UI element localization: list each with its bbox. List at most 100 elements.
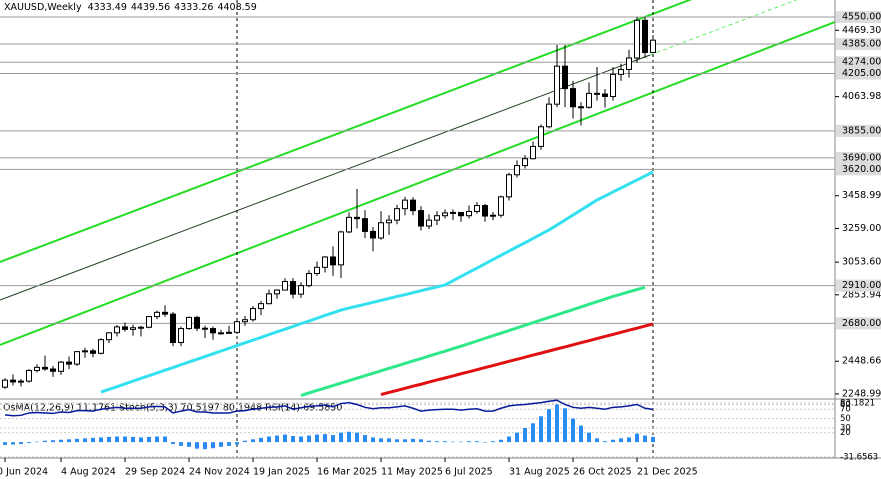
osma-bar [299,436,303,443]
candle-body [570,88,576,108]
candle-body [354,216,360,220]
high: 4439.56 [131,2,170,13]
level-label-box [836,279,881,292]
candle-body [522,158,528,167]
candle-body [530,145,536,160]
osma-bar [371,437,375,443]
y-tick-label: 3458.99 [842,190,881,201]
candle-body [450,211,456,214]
osma-bar [283,434,287,443]
candle-body [226,331,232,334]
osma-bar [291,436,295,443]
chart-title: XAUUSD,Weekly 4333.49 4439.56 4333.26 4408.5… [4,2,257,13]
level-label-box [836,67,881,80]
level-label: 4550.00 [842,12,881,23]
x-tick-label: 4 Aug 2024 [61,467,116,478]
osma-bar [187,442,191,447]
candle-body [122,326,128,330]
y-tick-label: 2853.94 [842,289,881,300]
indicator-label: OsMA(12,26,9) 11.1761 Stoch(5,3,3) 70.51… [3,403,342,414]
candle-body [66,361,72,365]
candle-body [458,211,464,217]
candle-body [562,65,568,90]
osma-bar [131,436,135,443]
candle-body [58,361,64,372]
osma-bar [411,438,415,443]
osma-bar [579,425,583,443]
osma-bar [155,436,159,443]
osma-bar [11,442,15,445]
y-tick-label: 2448.66 [842,356,881,367]
osma-bar [403,439,407,443]
candle-body [242,319,248,323]
osma-bar [347,431,351,443]
candle-body [130,327,136,330]
candle-body [194,316,200,329]
osma-bar [539,416,543,443]
moving-average [380,322,654,397]
candle-body [74,351,80,365]
candle-body [90,350,96,354]
osma-bar [459,441,463,443]
x-tick-label: 6 Jul 2025 [445,467,493,478]
level-label: 4385.00 [842,39,881,50]
osma-bar [451,441,455,443]
low: 4333.26 [174,2,213,13]
candle-body [250,308,256,321]
osma-bar [19,442,23,444]
candle-body [610,73,616,97]
level-label: 3620.00 [842,164,881,175]
candle-body [82,350,88,353]
level-label-box [836,163,881,176]
channel-line [0,20,835,346]
osma-bar [331,435,335,443]
osma-bar [435,441,439,443]
candle-body [106,332,112,341]
level-label-box [836,151,881,164]
osma-bar [195,442,199,449]
osma-bar [531,423,535,443]
osma-bar [139,437,143,443]
y-tick-label: 2248.99 [842,388,881,399]
level-label: 2680.00 [842,318,881,329]
osma-bar [219,442,223,447]
level-label-box [836,56,881,69]
level-label: 3690.00 [842,152,881,163]
osma-bar [363,435,367,443]
plot-area [0,16,835,397]
candle-body [442,212,448,217]
osma-bar [387,438,391,443]
candle-body [98,339,104,354]
level-label: 4205.00 [842,68,881,79]
candle-body [274,289,280,295]
osma-bar [491,441,495,443]
osma-bar [507,436,511,443]
candle-body [346,216,352,233]
candle-body [266,293,272,305]
x-tick-label: 24 Nov 2024 [189,467,250,478]
osma-bar [243,440,247,443]
osma-bar [523,428,527,443]
candle-body [26,369,32,382]
level-label-box [836,124,881,137]
osma-bar [619,438,623,443]
osma-bar [355,432,359,443]
x-tick-label: 16 Mar 2025 [317,467,377,478]
candle-body [186,316,192,330]
x-tick-label: 11 May 2025 [381,467,443,478]
candle-body [146,316,152,328]
candle-body [218,332,224,335]
level-label-box [836,317,881,330]
x-tick-label: 21 Dec 2025 [637,467,698,478]
osma-bar [515,432,519,443]
candle-body [50,368,56,372]
candle-body [362,218,368,232]
osma-bar [267,436,271,443]
osma-bar [43,440,47,443]
osma-bar [643,435,647,443]
osma-bar [603,441,607,443]
osma-bar [27,442,31,444]
osma-bar [563,408,567,443]
osma-bar [227,442,231,446]
osma-bar [59,439,63,443]
